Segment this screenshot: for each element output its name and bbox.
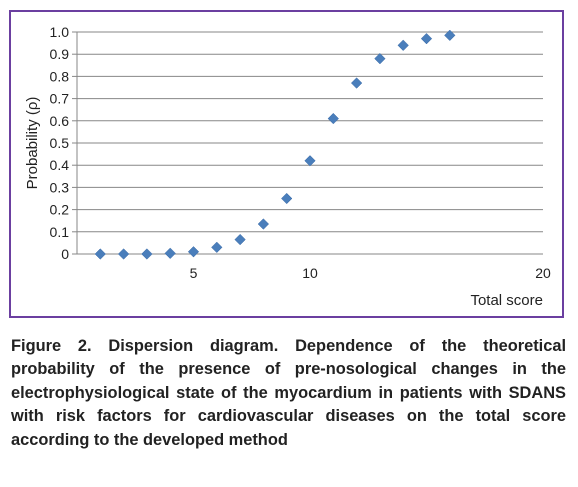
y-tick-label: 1.0 [50,24,70,40]
figure-caption: Figure 2. Dispersion diagram. Dependence… [11,337,566,449]
x-axis-label: Total score [470,292,543,309]
y-tick-label: 0.9 [50,46,70,62]
y-tick-label: 0.4 [50,157,70,173]
y-tick-label: 0.1 [50,224,70,240]
data-point [187,246,200,258]
data-point [350,77,363,89]
y-tick-labels: 0 0.1 0.2 0.3 0.4 0.5 0.6 0.7 0.8 0.9 1.0 [50,24,70,262]
x-tick-label: 10 [302,265,318,281]
data-point [117,248,130,260]
data-point [444,29,456,41]
y-tick-label: 0.8 [50,68,70,84]
chart-frame [9,10,564,318]
y-tick-label: 0.6 [50,113,70,129]
y-tick-label: 0.5 [50,135,70,151]
y-tick-label: 0 [61,246,69,262]
y-tick-label: 0.7 [50,91,70,107]
data-point [420,33,433,45]
data-point [94,248,106,260]
axes [72,31,543,255]
x-tick-label: 20 [535,265,551,281]
data-point [257,218,270,230]
data-point [304,155,316,167]
y-tick-label: 0.3 [50,179,70,195]
data-point [234,233,246,246]
data-point [141,248,153,260]
y-tick-label: 0.2 [50,202,70,218]
x-tick-labels: 5 10 20 [190,265,551,281]
data-point [374,52,386,65]
grid-lines [77,31,543,233]
data-point [327,112,339,125]
data-point [211,241,223,253]
data-point [164,247,176,259]
x-tick-label: 5 [190,265,198,281]
data-point [397,39,409,51]
data-points [94,29,456,260]
y-axis-label: Probability (ρ) [24,97,41,190]
scatter-chart: 0 0.1 0.2 0.3 0.4 0.5 0.6 0.7 0.8 0.9 1.0 5 10 20 Pr… [24,24,551,309]
data-point [281,192,293,205]
